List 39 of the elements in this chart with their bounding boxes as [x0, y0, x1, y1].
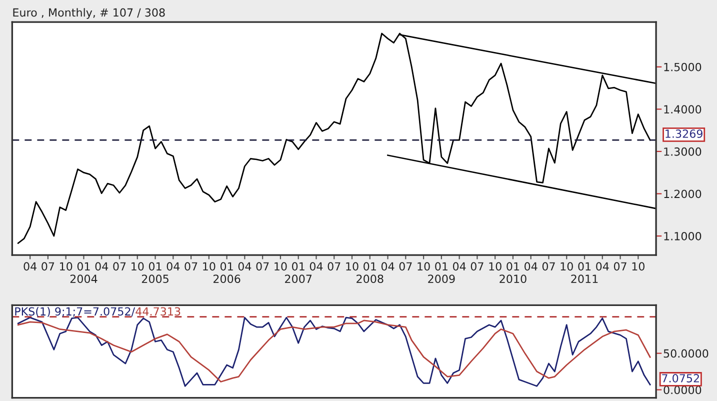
y-tick-label: 1.4000: [664, 105, 702, 114]
x-tick-label: 10: [632, 262, 644, 271]
x-tick-label: 07: [470, 262, 484, 271]
x-tick-label: 07: [328, 262, 340, 271]
annotation: 7.0752: [662, 374, 699, 382]
x-tick-label: 07: [256, 262, 269, 271]
x-tick-label: 04: [452, 262, 466, 271]
y-tick-label: 1.2000: [664, 190, 702, 198]
x-tick-label: 10: [489, 262, 502, 271]
chart-title: Euro , Monthly, # 107 / 308: [13, 8, 165, 19]
y-tick-label: 1.1000: [664, 232, 702, 240]
annotation: 44.7313: [136, 307, 180, 316]
x-tick-label: 07: [542, 262, 555, 271]
x-tick-label: 04: [166, 262, 180, 271]
x-tick-label: 10: [203, 262, 216, 271]
chart-title: PKS(1) 9;1;7=7.0752/: [15, 307, 136, 317]
x-tick-label: 10: [560, 262, 573, 271]
y-tick-label: 1.3000: [664, 147, 702, 156]
x-tick-label: 04: [381, 262, 394, 271]
ref-line-label: 1.3269: [666, 130, 702, 138]
x-tick-label: 04: [24, 262, 37, 271]
x-tick-label: 07: [614, 262, 626, 271]
x-tick-label: 10: [346, 262, 358, 271]
x-tick-label: 04: [596, 262, 609, 271]
x-tick-label: 04: [524, 262, 538, 271]
x-tick-label: 07: [113, 262, 126, 271]
x-tick-label: 10: [132, 262, 144, 271]
x-tick-label: 10: [418, 262, 430, 271]
x-tick-label: 04: [238, 262, 252, 271]
x-tick-label: 07: [42, 262, 54, 271]
x-tick-label: 10: [274, 262, 287, 271]
x-tick-label: 07: [184, 262, 198, 271]
x-tick-label: 07: [399, 262, 412, 271]
y-tick-label: 1.5000: [664, 62, 702, 72]
x-tick-label: 04: [310, 262, 323, 271]
y-tick-label: 50.0000: [664, 349, 708, 358]
x-tick-label: 04: [95, 262, 108, 271]
x-tick-label: 10: [60, 262, 72, 271]
y-tick-label: 0.0000: [664, 386, 702, 394]
